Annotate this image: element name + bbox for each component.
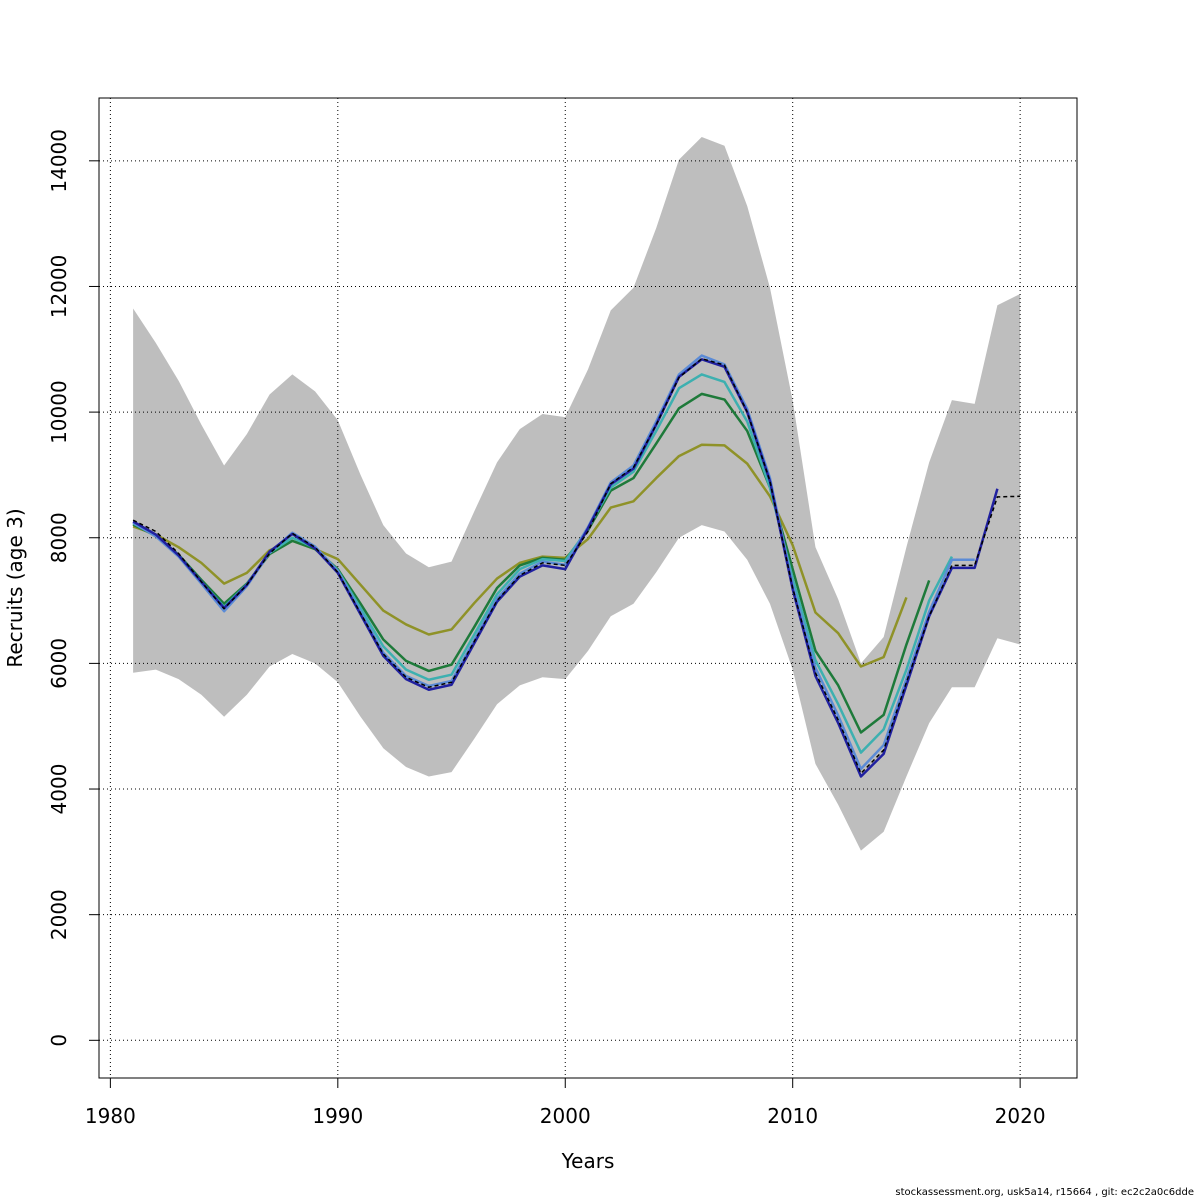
y-tick-label: 6000 <box>47 638 71 689</box>
x-tick-label: 1990 <box>312 1104 363 1128</box>
y-tick-label: 4000 <box>47 764 71 815</box>
confidence-band-area <box>133 136 1021 851</box>
series-line <box>132 358 999 778</box>
y-axis-label: Recruits (age 3) <box>3 508 27 667</box>
x-tick-label: 2010 <box>767 1104 818 1128</box>
y-tick-label: 0 <box>47 1034 71 1047</box>
footer-credit: stockassessment.org, usk5a14, r15664 , g… <box>895 1187 1194 1198</box>
x-tick-label: 2000 <box>540 1104 591 1128</box>
y-axis: 0 2000 4000 6000 8000 10000 12000 14000 <box>47 129 100 1047</box>
confidence-band <box>133 136 1021 851</box>
y-tick-label: 8000 <box>47 512 71 563</box>
x-tick-label: 1980 <box>85 1104 136 1128</box>
y-tick-label: 10000 <box>47 380 71 444</box>
x-axis-label: Years <box>561 1149 615 1173</box>
x-tick-label: 2020 <box>995 1104 1046 1128</box>
x-axis: 1980 1990 2000 2010 2020 <box>85 1077 1046 1128</box>
y-tick-label: 12000 <box>47 255 71 319</box>
y-tick-label: 14000 <box>47 129 71 193</box>
series-line-dashed <box>132 357 1021 775</box>
series-lines <box>132 354 1021 778</box>
y-tick-label: 2000 <box>47 889 71 940</box>
